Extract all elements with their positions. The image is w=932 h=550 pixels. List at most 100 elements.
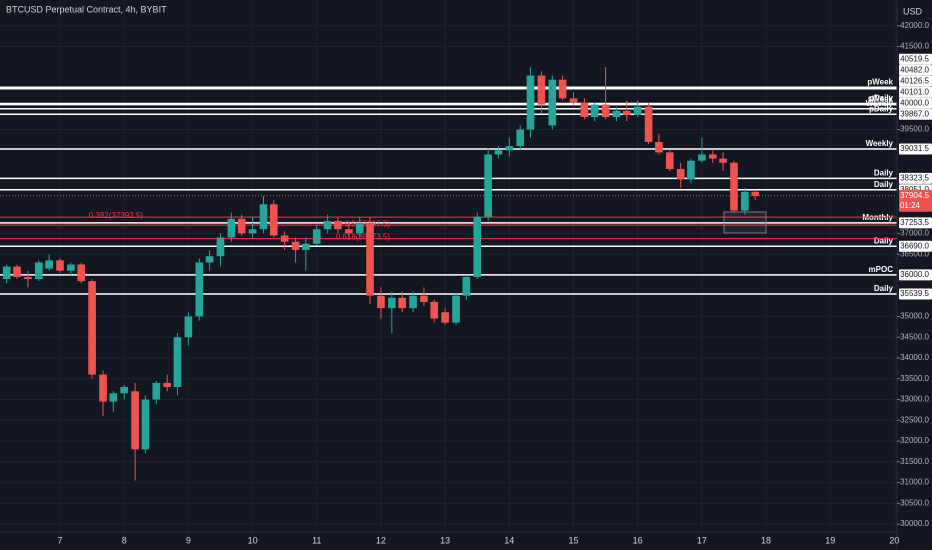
candle-body [291, 241, 300, 250]
y-tick-label: 31500.0 [900, 457, 929, 466]
y-tick-label: 41500.0 [900, 42, 929, 51]
candle-body [312, 229, 321, 244]
x-tick-label: 17 [697, 535, 707, 545]
candle-body [462, 276, 471, 296]
candle-body [708, 154, 717, 159]
level-name: Weekly [866, 99, 894, 108]
candle-body [655, 142, 663, 153]
price-label: 40482.0 [900, 65, 929, 74]
level-name: Daily [874, 284, 894, 293]
candle-body [280, 235, 289, 242]
candle-body [601, 104, 610, 118]
price-label: 40000.0 [900, 98, 929, 107]
candle-body [665, 152, 674, 169]
candle-body [741, 191, 749, 211]
candle-body [548, 79, 557, 126]
x-tick-label: 9 [186, 535, 191, 545]
level-name: pWeek [867, 77, 893, 86]
x-tick-label: 10 [248, 535, 258, 545]
candle-body [388, 297, 396, 309]
candle-body [302, 243, 310, 250]
candle-body [2, 266, 11, 280]
last-price-box [899, 189, 932, 212]
level-name: Daily [874, 180, 894, 189]
price-label-box [899, 97, 932, 109]
y-tick-label: 33000.0 [900, 395, 929, 404]
candle-body [366, 222, 374, 296]
candle-body [163, 382, 172, 388]
candle-body [195, 262, 204, 317]
candle-body [173, 337, 182, 388]
x-tick-label: 20 [889, 535, 899, 545]
candle-body [269, 204, 278, 236]
candle-body [751, 191, 759, 196]
candle-body [205, 256, 214, 263]
level-name: pDaily [869, 94, 894, 103]
countdown: 01:24 [900, 201, 921, 210]
candle-body [56, 260, 64, 271]
y-tick-label: 32500.0 [900, 415, 929, 424]
level-name: Daily [874, 169, 894, 178]
price-label: 39031.5 [900, 144, 929, 153]
price-label: 36690.0 [900, 241, 929, 250]
candle-body [323, 220, 332, 230]
price-label: 40101.0 [900, 87, 929, 96]
x-tick-label: 15 [568, 535, 578, 545]
candle-body [345, 229, 353, 234]
price-label-box [899, 269, 932, 281]
candle-body [24, 276, 32, 280]
candle-body [644, 106, 653, 143]
candle-body [13, 266, 21, 277]
price-label-box [899, 108, 932, 120]
price-label: 37253.5 [900, 218, 929, 227]
candle-body [152, 382, 161, 400]
level-name: pDaily [869, 104, 894, 113]
price-label: 40126.5 [900, 76, 929, 85]
price-label: 36000.0 [900, 270, 929, 279]
price-label: 40519.5 [900, 54, 929, 63]
candle-body [184, 316, 193, 338]
price-label-box [899, 288, 932, 300]
candle-body [77, 264, 86, 282]
candle-body [377, 295, 385, 309]
candle-body [494, 150, 503, 155]
candle-body [88, 281, 96, 375]
price-label: 35539.5 [900, 289, 929, 298]
candle-body [687, 160, 695, 180]
candle-body [216, 237, 225, 257]
candle-body [676, 168, 685, 180]
candle-body [237, 218, 246, 234]
x-tick-label: 18 [761, 535, 771, 545]
price-label-box [899, 75, 932, 87]
candle-body [120, 387, 129, 394]
y-tick-label: 32000.0 [900, 436, 929, 445]
candle-body [505, 146, 514, 151]
y-tick-label: 36500.0 [900, 249, 929, 258]
y-tick-label: 30000.0 [900, 519, 929, 528]
candle-body [109, 393, 118, 402]
y-tick-label: 34500.0 [900, 332, 929, 341]
candle-body [526, 75, 535, 130]
candle-body [334, 220, 342, 230]
candle-body [719, 158, 727, 163]
y-tick-label: 30500.0 [900, 498, 929, 507]
price-label-box [899, 64, 932, 76]
plot: pWeekpDailysWeekWeeklypDailyWeeklyDailyD… [0, 67, 897, 481]
candle-body [430, 301, 439, 319]
y-tick-label: 39500.0 [900, 125, 929, 134]
level-name: mPOC [869, 265, 894, 274]
candle-body [398, 297, 406, 309]
price-label-box [899, 143, 932, 155]
candle-body [420, 295, 428, 302]
candle-body [516, 129, 525, 147]
candle-body [45, 260, 53, 269]
x-tick-label: 14 [504, 535, 514, 545]
candle-body [698, 154, 706, 161]
candle-body [409, 295, 417, 309]
x-tick-label: 16 [633, 535, 643, 545]
candle-body [612, 110, 621, 118]
level-name: Weekly [866, 139, 894, 148]
candle-body [99, 374, 107, 402]
candle-body [141, 399, 150, 450]
